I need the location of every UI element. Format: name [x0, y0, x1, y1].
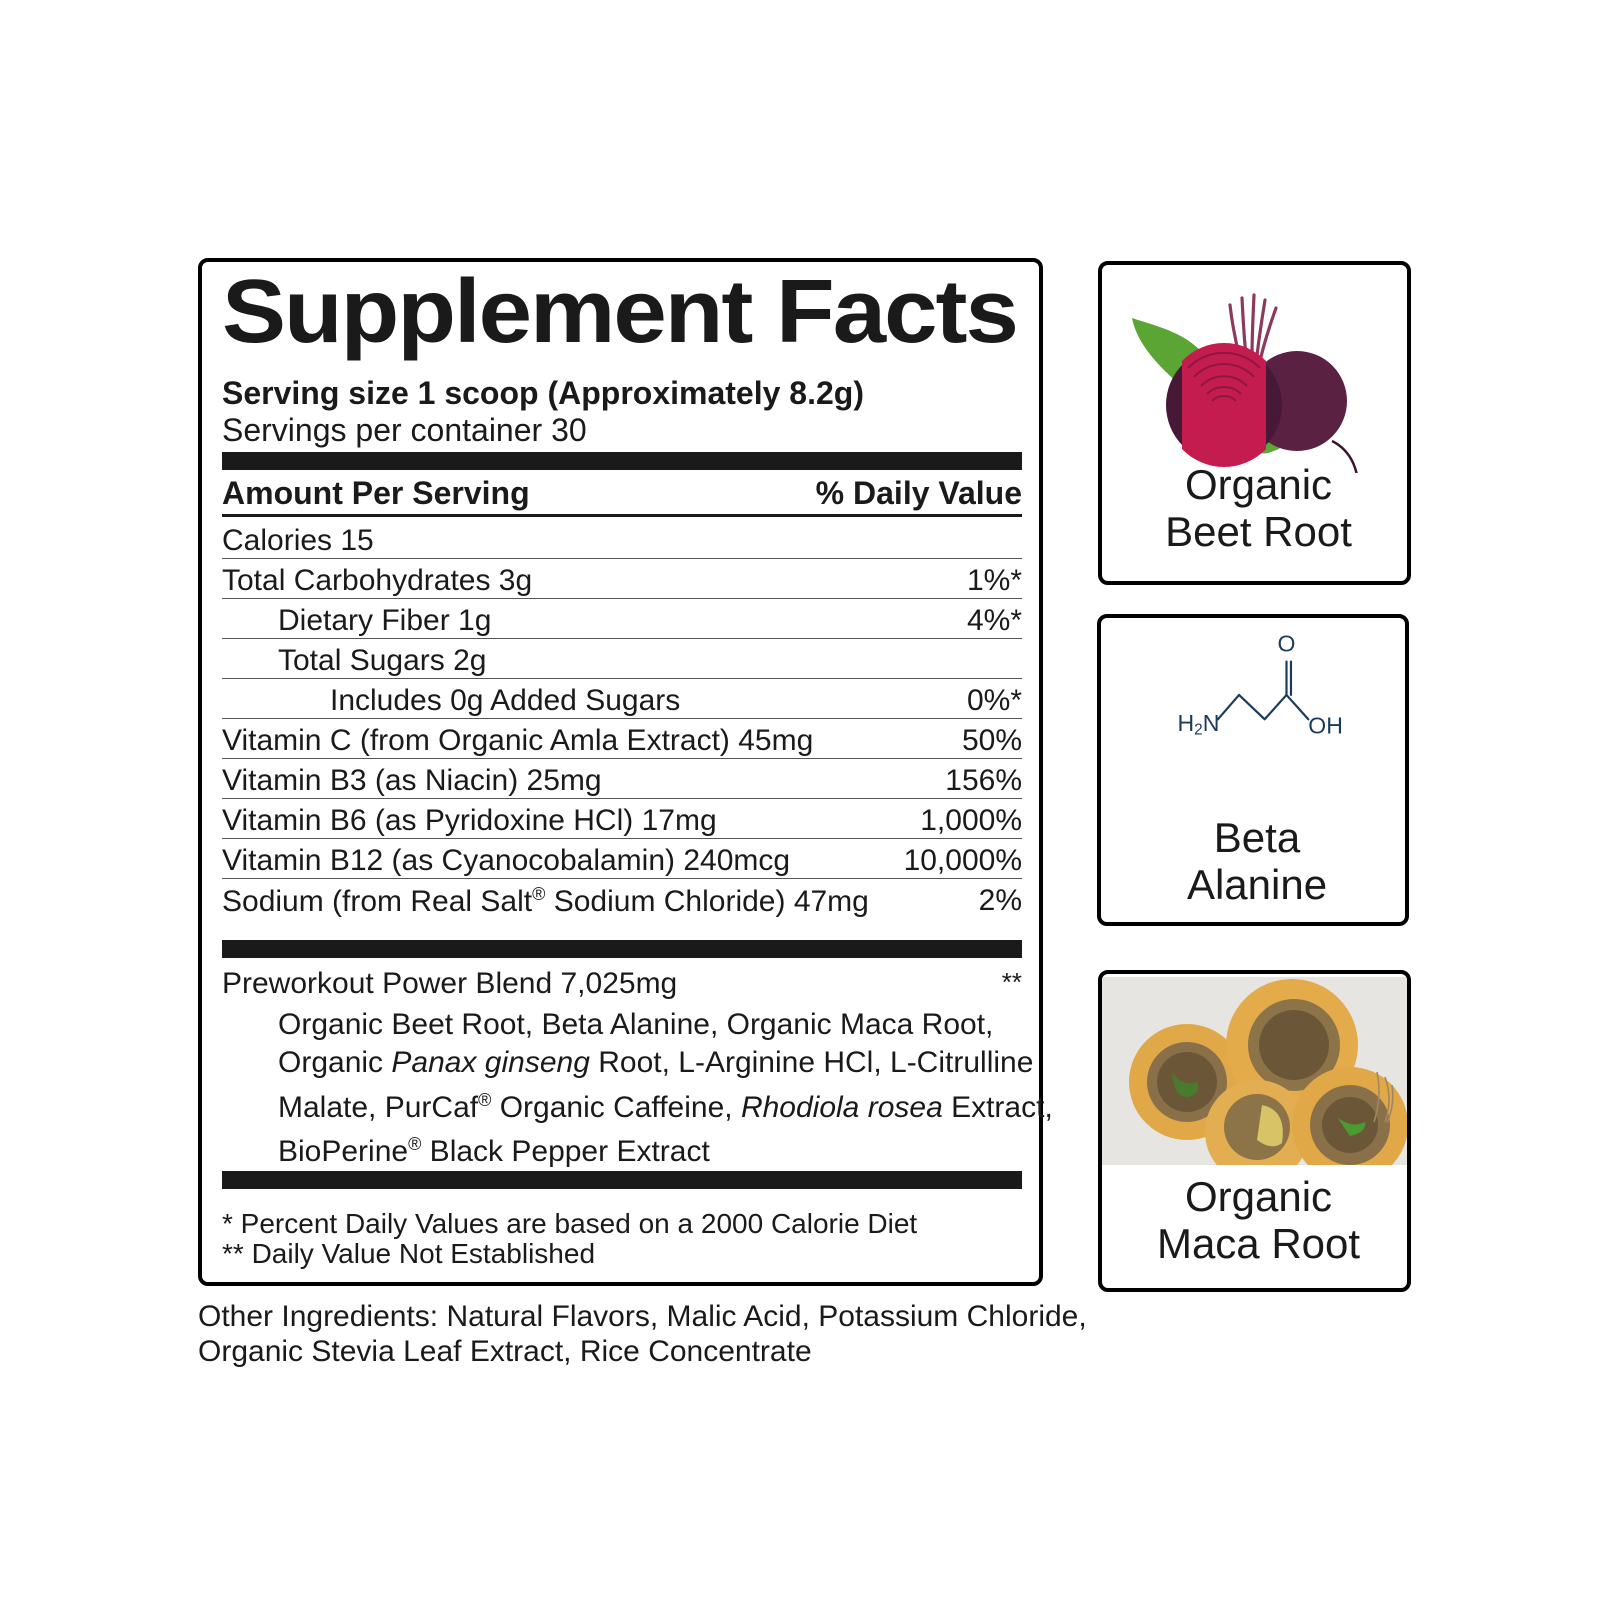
svg-text:OH: OH	[1308, 712, 1343, 738]
svg-text:O: O	[1278, 630, 1296, 656]
svg-text:H2N: H2N	[1178, 710, 1220, 739]
